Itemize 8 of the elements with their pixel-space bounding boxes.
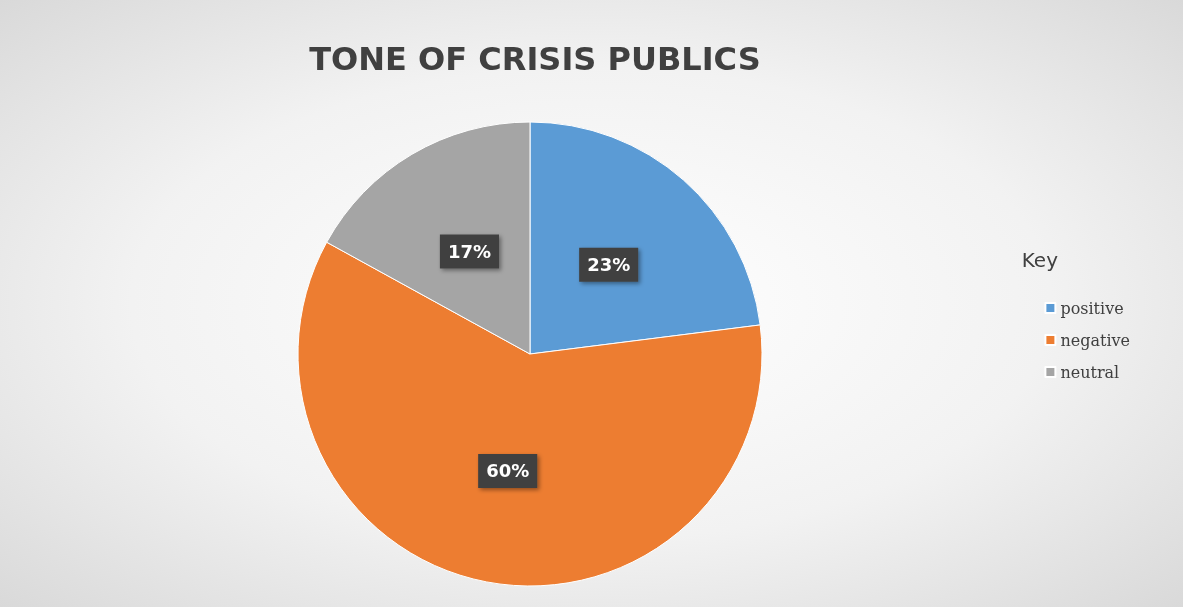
chart-title: TONE OF CRISIS PUBLICS bbox=[309, 40, 761, 78]
data-label: 60% bbox=[486, 460, 530, 482]
legend-title: Key bbox=[1021, 248, 1059, 272]
legend-label: negative bbox=[1060, 330, 1130, 350]
data-label: 17% bbox=[447, 241, 491, 263]
data-label: 23% bbox=[587, 254, 631, 276]
legend-label: neutral bbox=[1060, 362, 1120, 382]
legend-label: positive bbox=[1060, 298, 1124, 318]
